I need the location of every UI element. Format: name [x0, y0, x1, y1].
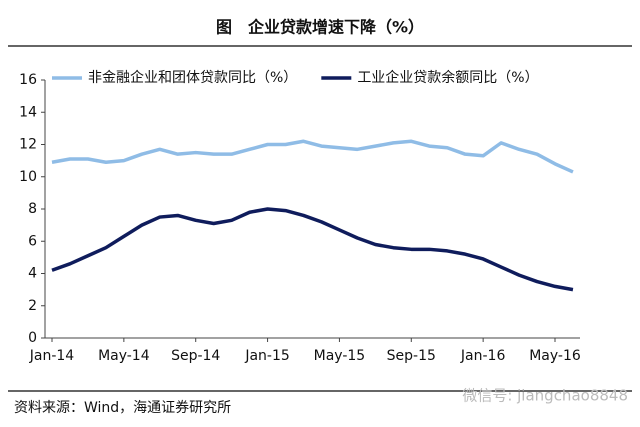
watermark: 微信号: jiangchao8848 [462, 387, 628, 405]
x-tick-label: May-15 [314, 348, 366, 364]
source: 资料来源：Wind，海通证券研究所 [14, 400, 231, 416]
y-tick-label: 4 [28, 266, 37, 282]
legend-label: 非金融企业和团体贷款同比（%） [88, 69, 297, 86]
x-tick-label: Jan-15 [244, 348, 289, 364]
x-tick-label: Jan-14 [29, 348, 75, 364]
chart-title: 图 企业贷款增速下降（%） [216, 18, 424, 37]
line [51, 139, 574, 174]
legend-label: 工业企业贷款余额同比（%） [357, 69, 538, 86]
y-tick-label: 6 [28, 233, 37, 249]
y-tick-label: 0 [28, 330, 37, 346]
y-tick-label: 12 [19, 137, 37, 153]
y-tick-label: 14 [19, 104, 37, 120]
x-tick-label: Sep-14 [171, 348, 220, 364]
x-tick-label: May-16 [529, 348, 581, 364]
x-tick-label: Sep-15 [387, 348, 436, 364]
y-tick-label: 16 [19, 72, 37, 88]
y-tick-label: 10 [19, 169, 37, 185]
y-tick-label: 2 [28, 298, 37, 314]
x-tick-label: Jan-16 [460, 348, 506, 364]
x-tick-label: May-14 [98, 348, 150, 364]
line [51, 207, 574, 292]
y-tick-label: 8 [28, 201, 37, 217]
